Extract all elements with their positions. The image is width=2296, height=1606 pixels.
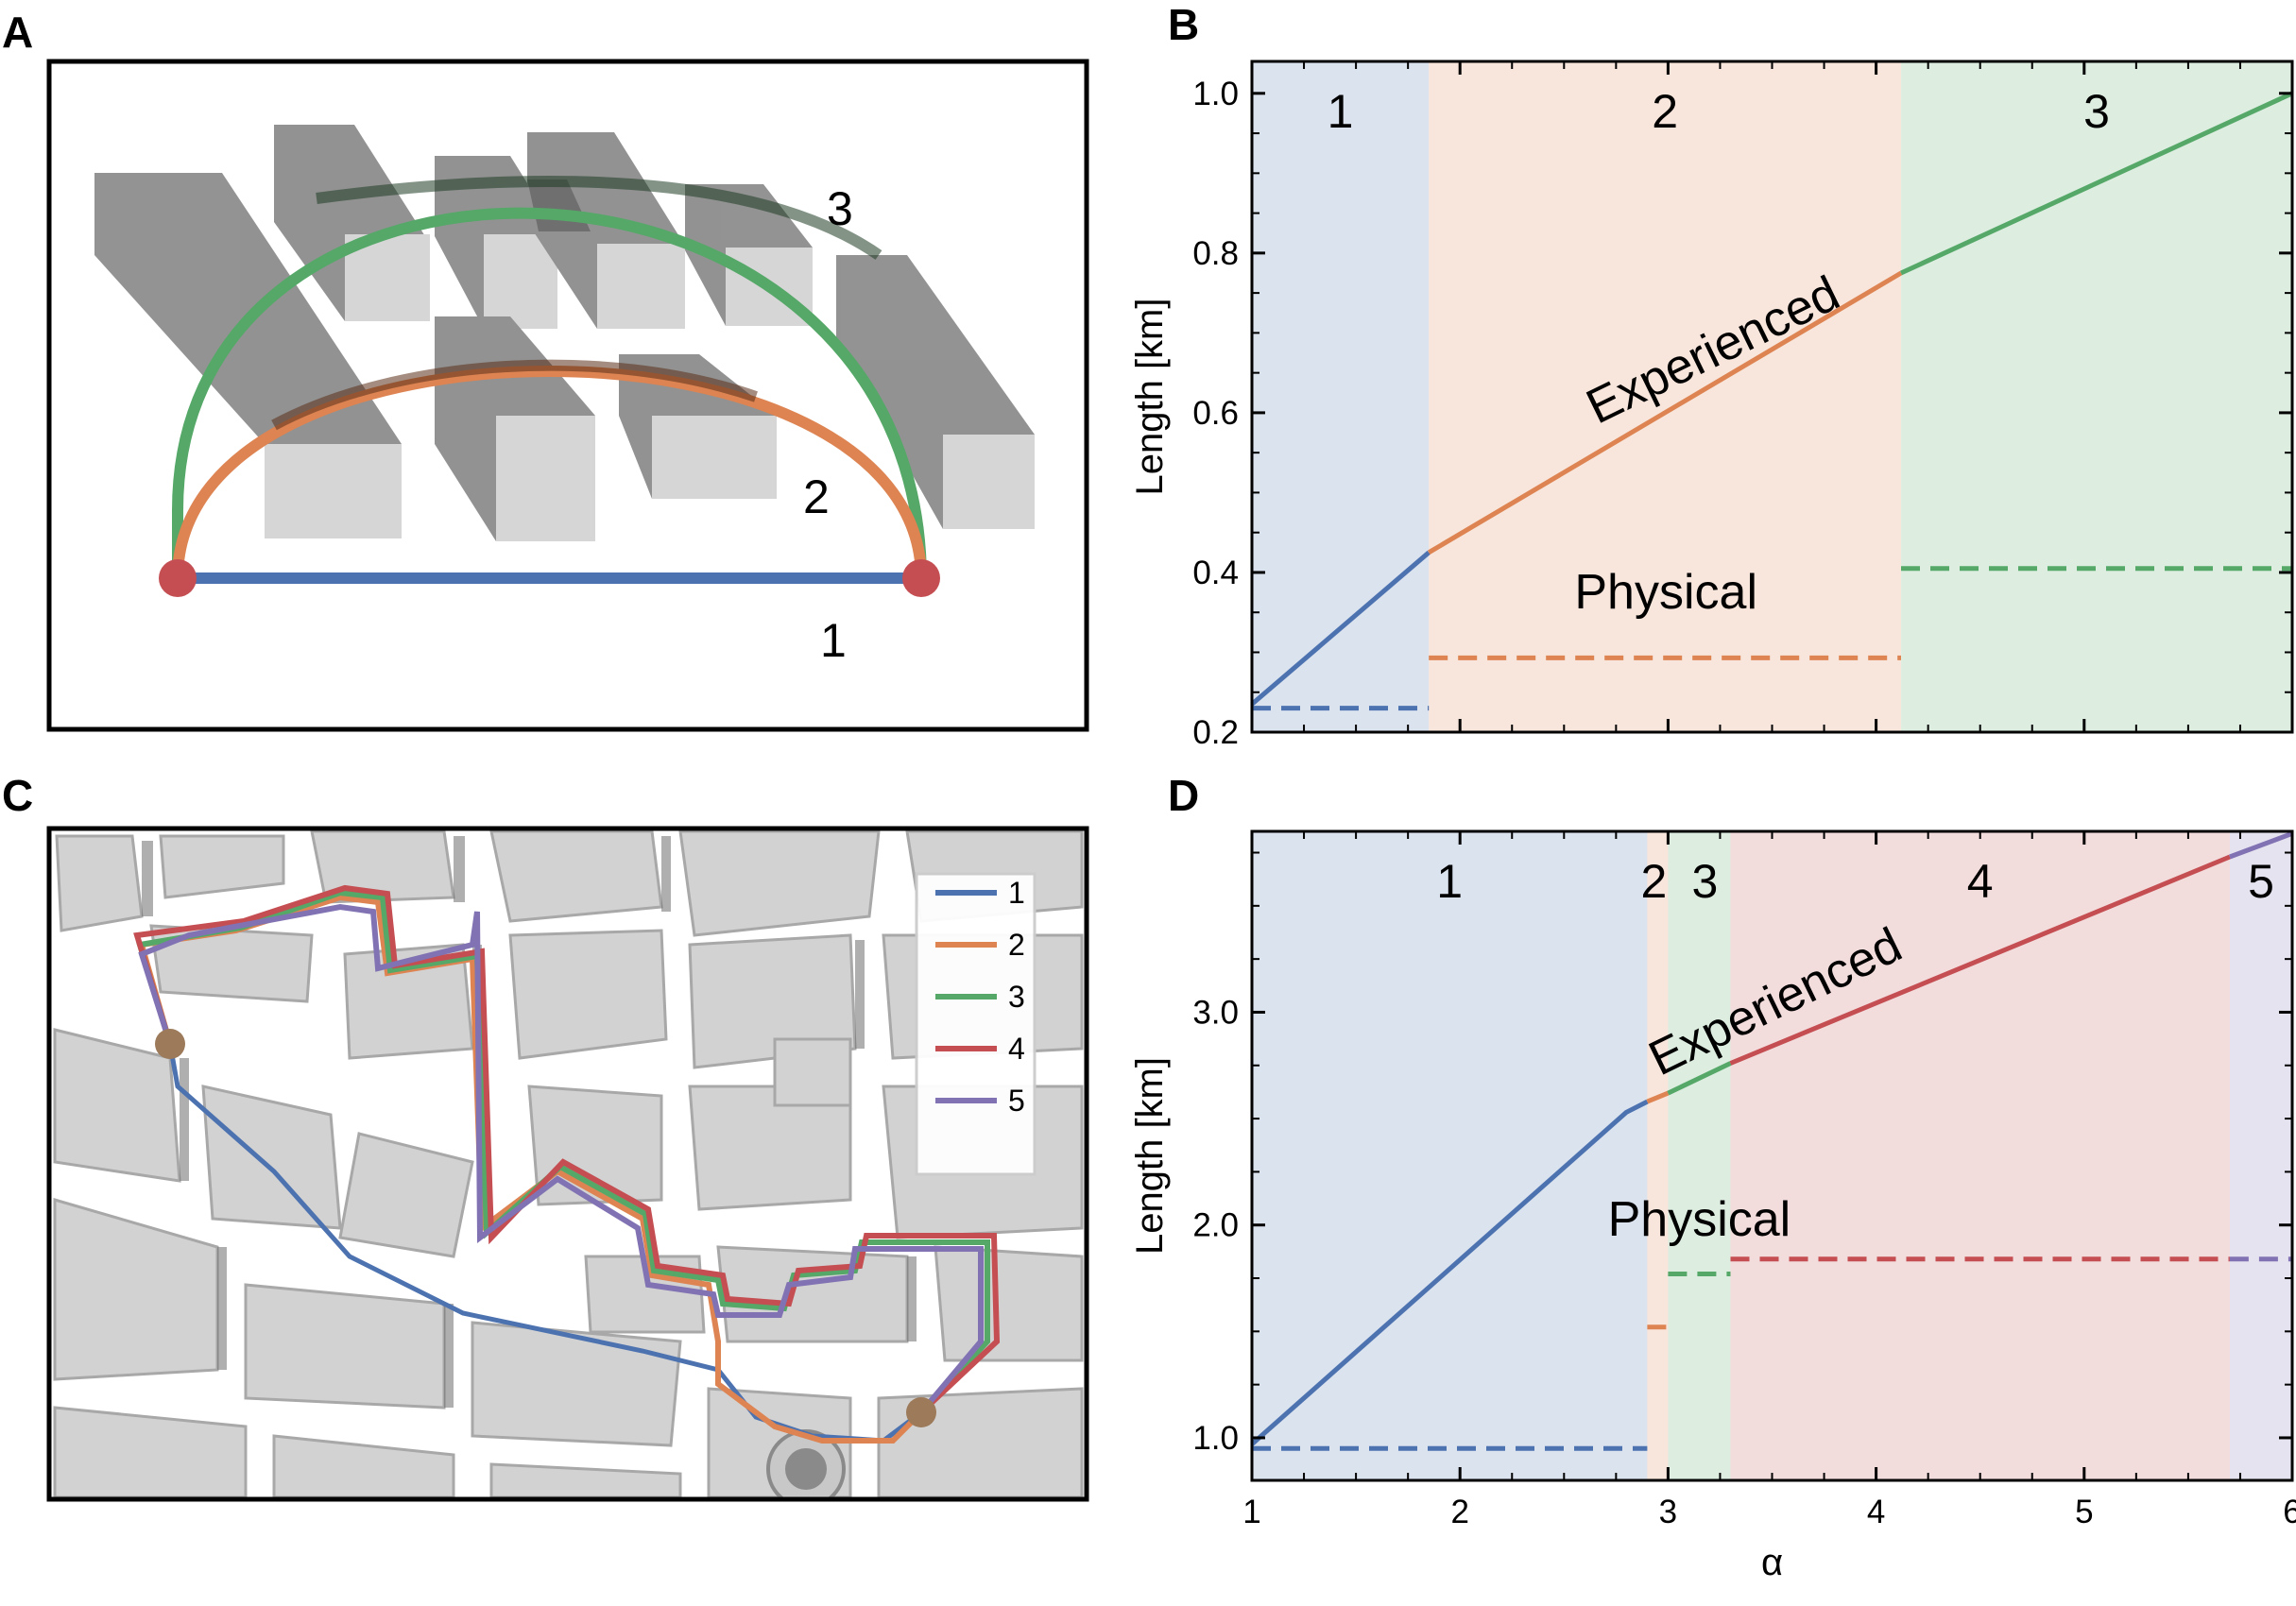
- start-point: [159, 559, 197, 597]
- chart-d-xtick-label-5: 6: [2283, 1494, 2296, 1530]
- chart-d-region-1: [1252, 831, 1648, 1480]
- chart-d-region-label-5: 5: [2248, 855, 2274, 908]
- route-2-arc: [172, 366, 927, 579]
- chart-d-region-5: [2229, 831, 2292, 1480]
- legend-label-2: 2: [1008, 928, 1025, 962]
- route-label-3: 3: [827, 182, 853, 235]
- chart-b-ylabel: Length [km]: [1129, 298, 1171, 495]
- chart-d-series-4: [1729, 854, 2231, 1066]
- route-3-arc: [172, 207, 927, 579]
- end-point: [902, 559, 940, 597]
- chart-d-annotation-1: Physical: [1608, 1192, 1791, 1247]
- city-blocks: [53, 829, 1084, 1499]
- chart-d-region-2: [1647, 831, 1669, 1480]
- chart-d-series-5: [2229, 830, 2293, 860]
- chart-b-annotation-1: Physical: [1574, 565, 1757, 620]
- panel-letter-a: A: [2, 8, 33, 57]
- legend-label-4: 4: [1008, 1032, 1025, 1066]
- map-route-4: [133, 884, 1001, 1415]
- chart-d-xtick-label-4: 5: [2075, 1494, 2093, 1530]
- chart-d-ytick-label-1: 2.0: [1192, 1207, 1239, 1244]
- panel-letter-b: B: [1168, 0, 1199, 49]
- map-route-5: [138, 903, 984, 1414]
- chart-b-region-1: [1252, 61, 1430, 732]
- route-2-arc-shadow: [271, 359, 758, 431]
- chart-b-ytick-label-3: 0.8: [1192, 235, 1239, 272]
- chart-d-region-label-4: 4: [1967, 855, 1994, 908]
- chart-d-xtick-label-0: 1: [1242, 1494, 1260, 1530]
- chart-b-series-1: [1250, 550, 1431, 707]
- map-start-point: [155, 1029, 185, 1059]
- chart-b-region-label-1: 1: [1328, 85, 1354, 138]
- chart-d-region-4: [1730, 831, 2230, 1480]
- panel-letter-d: D: [1168, 771, 1199, 820]
- chart-d-ylabel: Length [km]: [1129, 1057, 1171, 1255]
- panel-c-map: 1 2 3 4 5: [46, 826, 1089, 1502]
- chart-d-region-3: [1668, 831, 1731, 1480]
- chart-d-series-1: [1250, 1099, 1649, 1446]
- panel-a-illustration: 3 2 1: [46, 59, 1089, 732]
- chart-d-xtick-label-2: 3: [1659, 1494, 1677, 1530]
- chart-d-series-2: [1646, 1090, 1670, 1104]
- chart-b-ytick-label-2: 0.6: [1192, 395, 1239, 432]
- map-legend: 1 2 3 4 5: [915, 872, 1037, 1176]
- route-label-1: 1: [820, 614, 847, 667]
- chart-b-ytick-label-1: 0.4: [1192, 555, 1239, 591]
- route-label-2: 2: [803, 470, 830, 523]
- panel-c-frame: [46, 826, 1089, 1502]
- map-route-1: [167, 1043, 923, 1444]
- chart-b-region-3: [1901, 61, 2292, 732]
- chart-b-ytick-label-4: 1.0: [1192, 76, 1239, 112]
- chart-b-region-2: [1429, 61, 1902, 732]
- chart-d-region-label-2: 2: [1640, 855, 1667, 908]
- chart-d-ytick-label-2: 3.0: [1192, 994, 1239, 1031]
- chart-d-region-label-1: 1: [1436, 855, 1463, 908]
- chart-d-xtick-label-3: 4: [1867, 1494, 1885, 1530]
- legend-label-5: 5: [1008, 1084, 1025, 1118]
- chart-b-region-label-3: 3: [2083, 85, 2110, 138]
- map-end-point: [906, 1397, 936, 1427]
- legend-label-3: 3: [1008, 980, 1025, 1014]
- map-route-2: [138, 894, 924, 1444]
- chart-b-series-3: [1899, 91, 2294, 276]
- route-3-arc-shadow: [316, 176, 882, 260]
- chart-d-ytick-label-0: 1.0: [1192, 1420, 1239, 1457]
- chart-d-xlabel: α: [1761, 1542, 1783, 1583]
- chart-b-series-2: [1427, 270, 1903, 555]
- chart-d-xtick-label-1: 2: [1450, 1494, 1468, 1530]
- chart-d-series-3: [1667, 1061, 1732, 1096]
- panel-letter-c: C: [2, 771, 33, 820]
- chart-d-region-label-3: 3: [1692, 855, 1719, 908]
- legend-label-1: 1: [1008, 876, 1025, 910]
- chart-b-ytick-label-0: 0.2: [1192, 714, 1239, 751]
- chart-b-region-label-2: 2: [1652, 85, 1678, 138]
